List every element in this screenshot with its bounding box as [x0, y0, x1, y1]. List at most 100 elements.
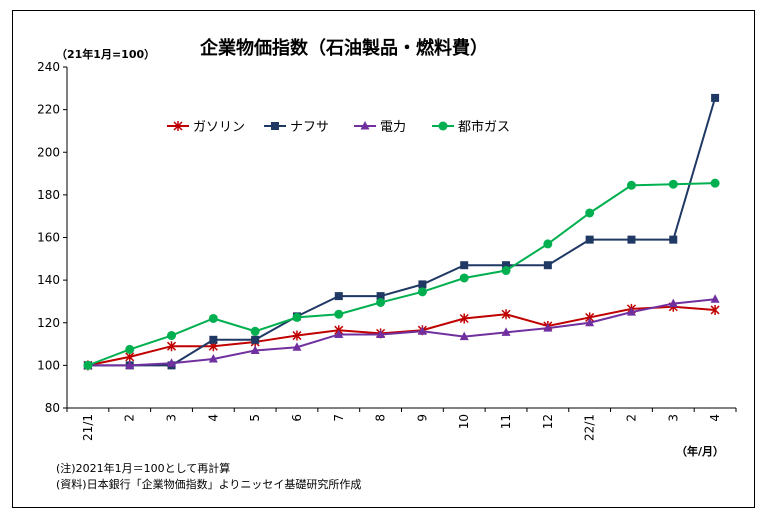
x-unit-label: （年/月） — [676, 444, 724, 458]
y-tick-label: 80 — [45, 401, 60, 415]
data-point-square — [543, 261, 552, 270]
data-point-star — [710, 304, 720, 315]
data-point-circle — [668, 179, 678, 189]
y-tick-label: 180 — [37, 188, 60, 202]
data-point-star — [501, 309, 511, 320]
x-tick-label: 10 — [457, 414, 471, 429]
chart-title: 企業物価指数（石油製品・燃料費） — [199, 37, 488, 59]
series-group — [83, 178, 720, 370]
x-tick-label: 7 — [332, 414, 346, 422]
series-line — [87, 182, 716, 367]
data-point-square — [711, 93, 720, 102]
note-text: (注)2021年1月＝100として再計算 — [56, 461, 230, 475]
series-line — [87, 305, 716, 367]
data-point-circle — [334, 309, 344, 319]
legend-label: ナフサ — [290, 120, 329, 135]
data-point-square — [209, 335, 218, 344]
data-point-square — [460, 261, 469, 270]
data-point-triangle — [501, 327, 511, 336]
data-point-triangle — [376, 329, 386, 338]
y-tick-label: 160 — [37, 231, 60, 245]
data-point-circle — [167, 331, 177, 341]
x-tick-label: 8 — [374, 414, 388, 422]
legend-label: ガソリン — [193, 120, 245, 135]
data-point-triangle — [360, 121, 370, 130]
y-tick-label: 240 — [37, 60, 60, 74]
chart-frame — [12, 10, 755, 508]
data-point-circle — [501, 266, 511, 276]
data-point-square — [627, 235, 636, 244]
data-point-square — [271, 122, 279, 130]
y-tick-label: 220 — [37, 103, 60, 117]
data-point-square — [669, 235, 678, 244]
data-point-star — [173, 121, 183, 131]
data-point-triangle — [710, 294, 720, 303]
data-point-circle — [438, 121, 448, 131]
legend-label: 都市ガス — [458, 119, 510, 135]
data-point-star — [459, 313, 469, 324]
x-tick-label: 21/1 — [81, 414, 95, 441]
x-tick-label: 12 — [541, 414, 555, 429]
data-point-triangle — [585, 317, 595, 327]
data-point-triangle — [334, 329, 344, 338]
series-group — [83, 93, 720, 370]
data-point-circle — [626, 180, 636, 190]
x-tick-label: 22/1 — [583, 414, 597, 441]
x-tick-label: 4 — [708, 414, 722, 422]
data-point-square — [376, 292, 385, 301]
data-point-circle — [376, 298, 386, 308]
data-point-triangle — [459, 331, 469, 341]
x-tick-label: 3 — [666, 414, 680, 422]
x-tick-label: 2 — [123, 414, 137, 422]
axes: 80 100 120 140 160 180 200 220 240 21/1 2 3 4 5 6 7 8 9 10… — [37, 60, 737, 441]
source-text: (資料)日本銀行「企業物価指数」よりニッセイ基礎研究所作成 — [56, 477, 361, 491]
y-tick-label: 200 — [37, 145, 60, 159]
data-point-square — [418, 280, 427, 289]
data-point-triangle — [543, 323, 553, 332]
data-point-triangle — [626, 307, 636, 316]
data-point-square — [334, 292, 343, 301]
x-tick-label: 2 — [624, 414, 638, 422]
y-tick-label: 120 — [37, 316, 60, 330]
data-point-square — [585, 235, 594, 244]
series-layer — [83, 93, 720, 371]
data-point-circle — [585, 208, 595, 218]
legend-label: 電力 — [380, 120, 406, 135]
data-point-triangle — [668, 298, 678, 308]
data-point-circle — [459, 273, 469, 283]
x-tick-label: 3 — [165, 414, 179, 422]
data-point-circle — [417, 287, 427, 297]
x-tick-label: 11 — [499, 414, 513, 429]
series-line — [87, 298, 716, 367]
series-line — [87, 97, 717, 367]
data-point-triangle — [417, 326, 427, 335]
data-point-square — [502, 261, 511, 270]
legend: ガソリン ナフサ 電力 都市ガス — [167, 119, 510, 135]
data-point-circle — [710, 178, 720, 188]
data-point-triangle — [167, 358, 177, 367]
legend-item: ナフサ — [264, 120, 329, 135]
legend-item: 電力 — [354, 120, 406, 135]
data-point-circle — [83, 360, 93, 370]
x-tick-label: 4 — [206, 414, 220, 422]
series-group — [83, 294, 720, 369]
legend-item: 都市ガス — [432, 119, 510, 135]
data-point-circle — [125, 344, 135, 354]
data-point-triangle — [250, 345, 260, 354]
x-tick-label: 6 — [290, 414, 304, 422]
x-tick-label: 5 — [248, 414, 262, 422]
data-point-star — [292, 330, 302, 341]
y-unit-label: （21年1月=100） — [56, 47, 155, 61]
legend-item: ガソリン — [167, 120, 245, 135]
data-point-circle — [208, 313, 218, 323]
data-point-triangle — [292, 342, 302, 351]
data-point-circle — [543, 239, 553, 249]
data-point-circle — [292, 312, 302, 322]
y-tick-label: 140 — [37, 273, 60, 287]
data-point-triangle — [208, 353, 218, 363]
data-point-square — [251, 335, 260, 344]
x-tick-label: 9 — [415, 414, 429, 422]
data-point-triangle — [125, 360, 135, 369]
data-point-circle — [250, 326, 260, 336]
